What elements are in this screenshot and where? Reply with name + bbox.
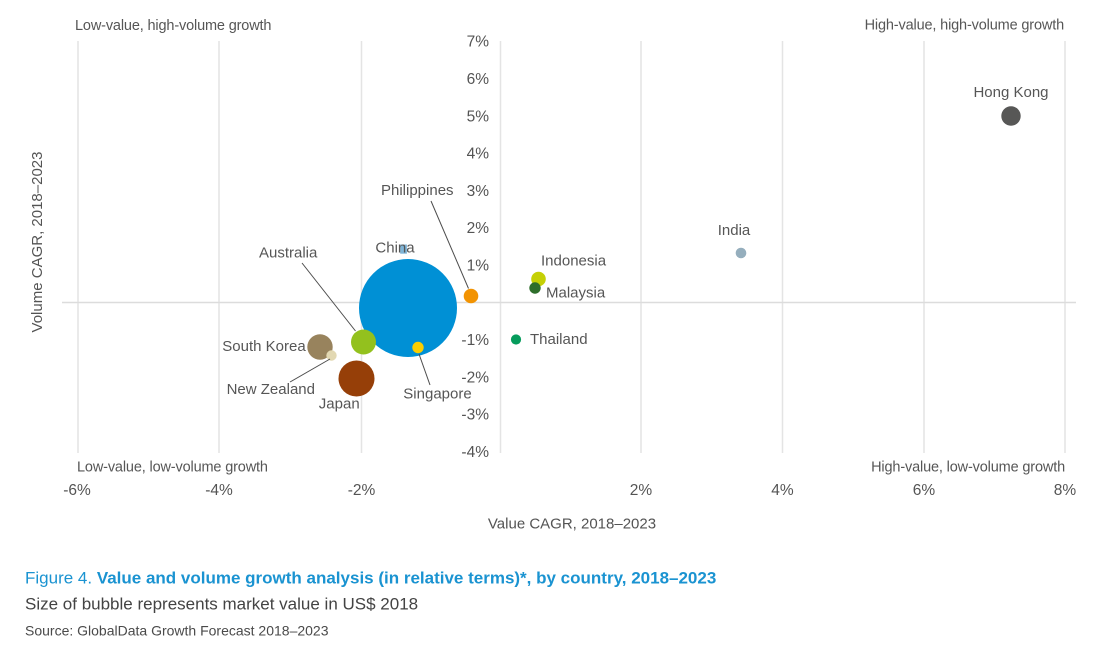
svg-text:India: India [718,222,751,239]
svg-text:-2%: -2% [461,369,489,386]
svg-text:2%: 2% [630,482,653,499]
svg-text:1%: 1% [467,258,490,275]
svg-text:-4%: -4% [461,444,489,461]
svg-text:4%: 4% [467,146,490,163]
svg-text:-3%: -3% [461,407,489,424]
svg-text:-4%: -4% [205,482,233,499]
svg-text:Figure 4. Value and volume gro: Figure 4. Value and volume growth analys… [25,569,716,588]
svg-text:Size of bubble represents mark: Size of bubble represents market value i… [25,595,418,614]
svg-text:Thailand: Thailand [530,331,588,348]
svg-text:-6%: -6% [63,482,91,499]
svg-text:7%: 7% [467,34,490,51]
svg-text:Low-value, low-volume growth: Low-value, low-volume growth [77,460,268,476]
svg-text:8%: 8% [1054,482,1077,499]
svg-text:Value CAGR, 2018–2023: Value CAGR, 2018–2023 [488,516,656,533]
svg-text:2%: 2% [467,220,490,237]
svg-text:3%: 3% [467,183,490,200]
svg-text:China: China [375,240,415,257]
svg-text:6%: 6% [467,71,490,88]
svg-text:Japan: Japan [319,395,360,412]
svg-text:-2%: -2% [348,482,376,499]
svg-text:Australia: Australia [259,245,318,262]
svg-text:Singapore: Singapore [403,385,471,402]
svg-text:Philippines: Philippines [381,182,454,199]
svg-text:South Korea: South Korea [222,338,306,355]
svg-text:6%: 6% [913,482,936,499]
svg-text:5%: 5% [467,108,490,125]
svg-text:-1%: -1% [461,332,489,349]
svg-text:Hong Kong: Hong Kong [973,84,1048,101]
svg-text:New Zealand: New Zealand [227,381,315,398]
svg-text:High-value, low-volume growth: High-value, low-volume growth [871,460,1065,476]
svg-text:Source: GlobalData Growth Fore: Source: GlobalData Growth Forecast 2018–… [25,623,329,639]
svg-text:Volume CAGR, 2018–2023: Volume CAGR, 2018–2023 [29,152,46,333]
svg-text:High-value, high-volume growth: High-value, high-volume growth [865,18,1064,34]
svg-text:Indonesia: Indonesia [541,253,607,270]
svg-text:4%: 4% [771,482,794,499]
svg-text:Low-value, high-volume growth: Low-value, high-volume growth [75,18,271,34]
svg-text:Malaysia: Malaysia [546,285,606,302]
